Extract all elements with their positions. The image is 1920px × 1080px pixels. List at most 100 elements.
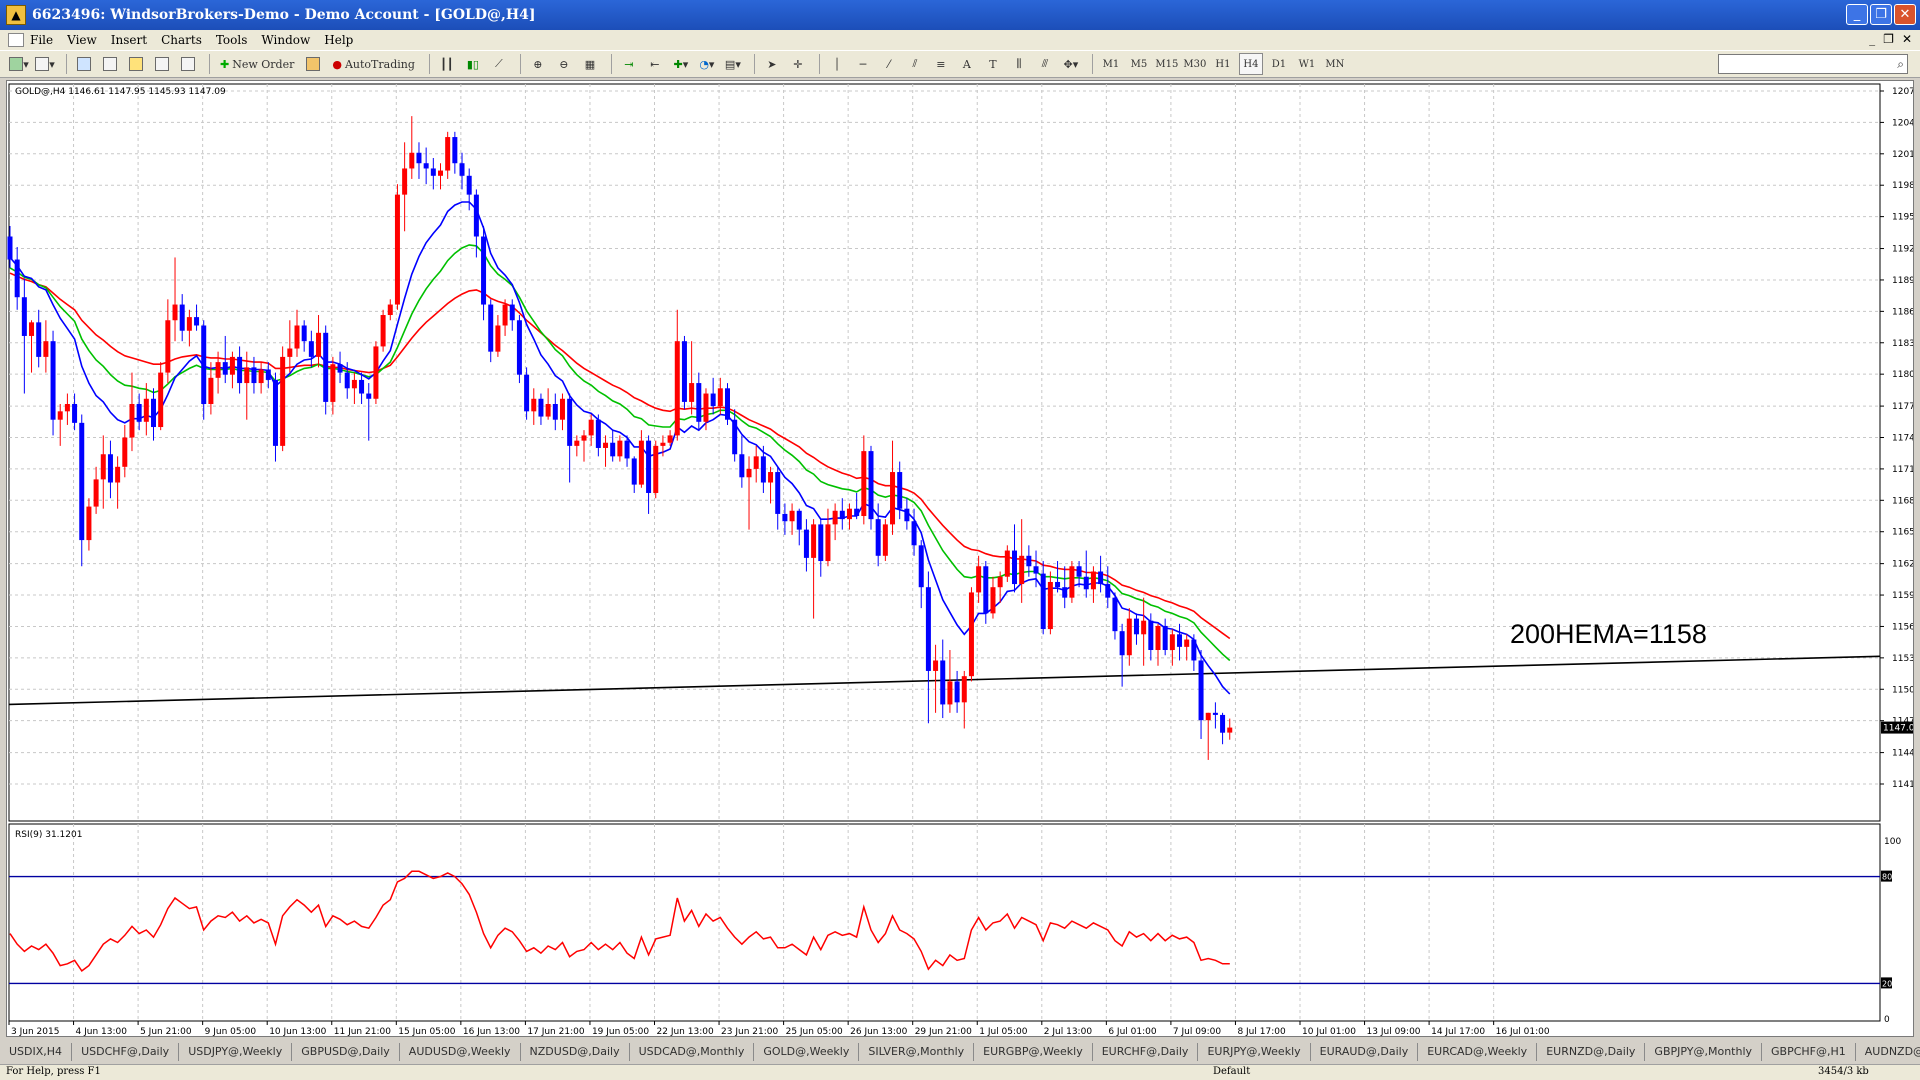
candle-body <box>789 510 795 522</box>
candle-body <box>976 566 982 593</box>
equidistant-channel-button[interactable]: ⫽ <box>904 53 926 75</box>
timeframe-h1[interactable]: H1 <box>1215 58 1231 70</box>
tab-eurgbp[interactable]: EURGBP@,Weekly <box>974 1043 1093 1061</box>
fibo-arc-button[interactable]: ⫻ <box>1034 53 1056 75</box>
mdi-minimize-button[interactable]: _ <box>1869 32 1876 46</box>
new-order-button[interactable]: ✚ New Order <box>216 53 298 75</box>
candle-body <box>251 367 257 384</box>
profiles-icon <box>35 57 50 71</box>
menu-help[interactable]: Help <box>324 33 354 47</box>
vertical-line-button[interactable]: │ <box>826 53 848 75</box>
autotrading-button[interactable]: ● AutoTrading <box>328 53 419 75</box>
navigator-button[interactable] <box>125 53 147 75</box>
tab-nzdusd[interactable]: NZDUSD@,Daily <box>521 1043 630 1061</box>
candle-body <box>1019 555 1025 585</box>
minimize-button[interactable]: _ <box>1846 4 1868 25</box>
timeframe-d1[interactable]: D1 <box>1271 58 1287 70</box>
timeframe-mn[interactable]: MN <box>1325 58 1345 70</box>
tab-silver[interactable]: SILVER@,Monthly <box>859 1043 975 1061</box>
tab-eurjpy[interactable]: EURJPY@,Weekly <box>1198 1043 1311 1061</box>
chart-window[interactable]: 1207.90 1204.90 1201.90 1198.90 1195.90 1192.… <box>6 80 1914 1037</box>
candle-body <box>904 508 910 522</box>
profiles-button[interactable]: ▾ <box>34 53 56 75</box>
candle-body <box>768 472 774 483</box>
tab-audnzd[interactable]: AUDNZD@,Daily <box>1856 1043 1920 1061</box>
candle-body <box>545 404 551 417</box>
line-chart-button[interactable]: ⟋ <box>488 53 510 75</box>
candle-body <box>954 681 960 703</box>
app-icon[interactable]: ▲ <box>6 5 26 25</box>
tab-gbpusd[interactable]: GBPUSD@,Daily <box>292 1043 400 1061</box>
menu-tools[interactable]: Tools <box>215 33 248 47</box>
trendline-button[interactable]: ⁄ <box>878 53 900 75</box>
tab-usdjpy[interactable]: USDJPY@,Weekly <box>179 1043 293 1061</box>
timeframe-m1[interactable]: M1 <box>1102 58 1120 70</box>
candle-body <box>1220 714 1226 733</box>
zoom-in-button[interactable]: ⊕ <box>527 53 549 75</box>
magnifier-icon <box>181 57 195 71</box>
crosshair-button[interactable]: ✛ <box>787 53 809 75</box>
tab-usdcad[interactable]: USDCAD@,Monthly <box>630 1043 755 1061</box>
tab-eurcad[interactable]: EURCAD@,Weekly <box>1418 1043 1538 1061</box>
timeframe-m5[interactable]: M5 <box>1130 58 1148 70</box>
market-watch-button[interactable] <box>73 53 95 75</box>
time-axis-label: 1 Jul 05:00 <box>979 1027 1028 1036</box>
candle-body <box>983 566 989 614</box>
tab-gbpjpy[interactable]: GBPJPY@,Monthly <box>1645 1043 1763 1061</box>
tester-button[interactable] <box>177 53 199 75</box>
horizontal-line-button[interactable]: ─ <box>852 53 874 75</box>
fibo-fan-button[interactable]: ⫼ <box>1008 53 1030 75</box>
timeframe-h4[interactable]: H4 <box>1238 53 1263 75</box>
text-label-button[interactable]: T <box>982 53 1004 75</box>
tab-euraud[interactable]: EURAUD@,Daily <box>1311 1043 1419 1061</box>
menu-view[interactable]: View <box>67 33 97 47</box>
document-icon[interactable] <box>8 33 24 47</box>
menu-charts[interactable]: Charts <box>161 33 202 47</box>
text-button[interactable]: A <box>956 53 978 75</box>
price-axis-label: 1180.85 <box>1892 370 1913 380</box>
mdi-restore-button[interactable]: ❐ <box>1883 32 1894 46</box>
tab-eurnzd[interactable]: EURNZD@,Daily <box>1537 1043 1646 1061</box>
timeframe-m15[interactable]: M15 <box>1155 58 1179 70</box>
candlestick-button[interactable]: ▮▯ <box>462 53 484 75</box>
templates-button[interactable]: ▤ ▾ <box>724 57 741 71</box>
tile-windows-button[interactable]: ▦ <box>579 53 601 75</box>
search-input[interactable]: ⌕ <box>1718 54 1908 74</box>
tab-eurchf[interactable]: EURCHF@,Daily <box>1093 1043 1199 1061</box>
price-axis-label: 1195.90 <box>1892 213 1913 223</box>
timeframe-w1[interactable]: W1 <box>1298 58 1316 70</box>
autoscroll-button[interactable]: ⇥ <box>618 53 640 75</box>
tab-usdchf[interactable]: USDCHF@,Daily <box>72 1043 180 1061</box>
fibonacci-button[interactable]: ≡ <box>930 53 952 75</box>
candle-body <box>100 454 106 480</box>
tab-usdix[interactable]: USDIX,H4 <box>0 1043 73 1061</box>
data-window-button[interactable] <box>99 53 121 75</box>
tab-gbpchf[interactable]: GBPCHF@,H1 <box>1762 1043 1856 1061</box>
candle-body <box>552 404 558 420</box>
indicators-button[interactable]: ✚ ▾ <box>673 57 689 71</box>
candle-body <box>1076 566 1082 577</box>
chart-canvas[interactable]: 1207.90 1204.90 1201.90 1198.90 1195.90 1192.… <box>7 81 1913 1036</box>
chart-shift-button[interactable]: ⇤ <box>644 53 666 75</box>
restore-button[interactable]: ❐ <box>1870 4 1892 25</box>
menu-insert[interactable]: Insert <box>110 33 148 47</box>
zoom-out-button[interactable]: ⊖ <box>553 53 575 75</box>
cursor-button[interactable]: ➤ <box>761 53 783 75</box>
terminal-button[interactable] <box>151 53 173 75</box>
metaeditor-button[interactable] <box>302 53 324 75</box>
candle-body <box>681 341 687 402</box>
periods-button[interactable]: ◔ ▾ <box>699 57 715 71</box>
new-chart-button[interactable]: ▾ <box>8 53 30 75</box>
candle-body <box>911 521 917 546</box>
tab-gold[interactable]: GOLD@,Weekly <box>754 1043 860 1061</box>
menu-file[interactable]: File <box>30 33 54 47</box>
tab-audusd[interactable]: AUDUSD@,Weekly <box>400 1043 521 1061</box>
close-button[interactable]: ✕ <box>1894 4 1916 25</box>
mdi-close-button[interactable]: ✕ <box>1901 32 1912 46</box>
bar-chart-button[interactable]: ┃┃ <box>436 53 458 75</box>
status-help: For Help, press F1 <box>6 1066 101 1077</box>
menu-window[interactable]: Window <box>261 33 311 47</box>
candle-body <box>21 297 27 336</box>
arrows-button[interactable]: ✥ ▾ <box>1063 57 1079 71</box>
timeframe-m30[interactable]: M30 <box>1183 58 1207 70</box>
